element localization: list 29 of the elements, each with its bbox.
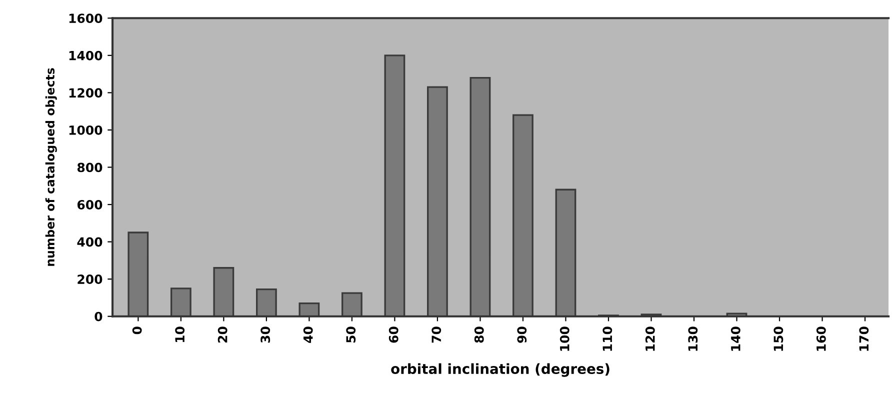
x-tick-label: 40 xyxy=(303,326,313,343)
y-tick-label: 200 xyxy=(78,274,102,284)
x-tick-label: 160 xyxy=(816,326,826,351)
x-tick-label: 0 xyxy=(132,326,142,334)
x-tick-label: 30 xyxy=(260,326,270,343)
y-tick-label: 600 xyxy=(77,200,102,210)
x-tick-label: 140 xyxy=(730,326,740,351)
x-tick-label: 120 xyxy=(645,326,655,351)
x-tick-label: 110 xyxy=(602,326,612,351)
x-tick-label: 150 xyxy=(774,326,784,351)
x-tick-label: 130 xyxy=(688,326,698,351)
y-tick-label: 400 xyxy=(77,237,102,247)
y-tick-label: 0 xyxy=(94,312,102,322)
x-tick-label: 20 xyxy=(218,326,228,342)
x-tick-label: 60 xyxy=(388,326,398,343)
x-tick-label: 170 xyxy=(859,326,869,351)
x-tick-label: 80 xyxy=(474,326,484,343)
x-tick-label: 70 xyxy=(432,326,442,343)
y-tick-label: 1000 xyxy=(69,125,102,135)
x-tick-label: 50 xyxy=(346,326,356,343)
y-axis-title: number of catalogued objects xyxy=(45,68,57,266)
x-tick-label: 10 xyxy=(175,326,185,342)
x-tick-label: 90 xyxy=(517,326,527,343)
x-tick-label: 100 xyxy=(560,326,570,351)
x-axis-title: orbital inclination (degrees) xyxy=(391,363,610,377)
y-tick-label: 1200 xyxy=(69,88,102,98)
y-tick-label: 800 xyxy=(77,162,102,172)
y-tick-label: 1400 xyxy=(69,50,102,60)
y-tick-label: 1600 xyxy=(69,14,102,24)
